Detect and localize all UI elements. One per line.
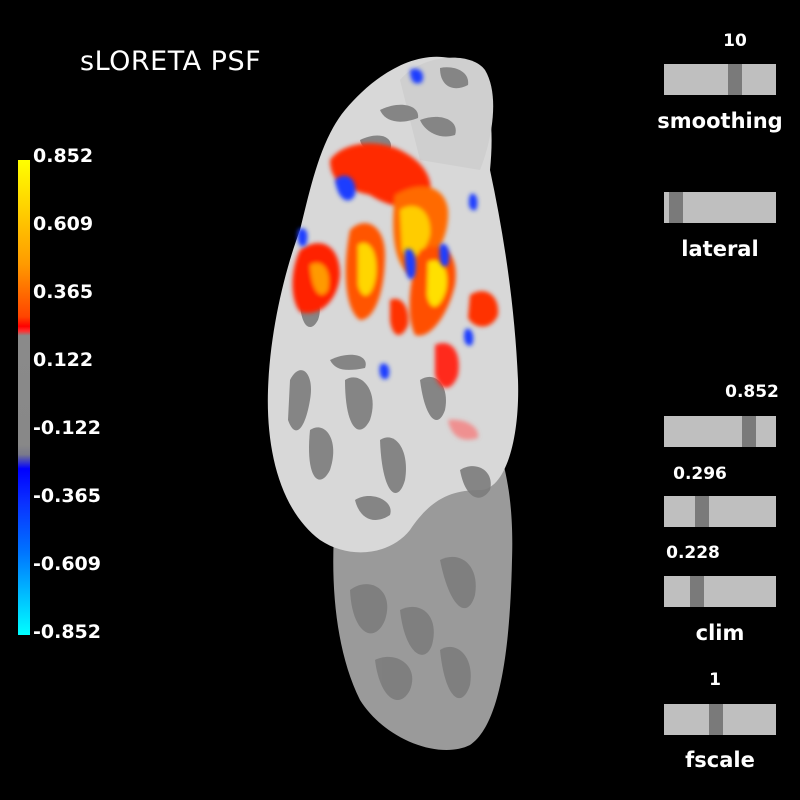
- activation-blob: [390, 298, 409, 336]
- colorbar-tick: 0.365: [33, 281, 94, 303]
- activation-blob: [310, 262, 329, 295]
- clim-mid-slider-handle[interactable]: [695, 496, 709, 527]
- colorbar: [18, 160, 30, 635]
- colorbar-tick: 0.609: [33, 213, 94, 235]
- smoothing-value: 10: [723, 31, 747, 51]
- clim-label: clim: [695, 621, 745, 645]
- smoothing-slider-handle[interactable]: [728, 64, 742, 95]
- plot-title: sLORETA PSF: [80, 46, 262, 77]
- clim-min-value: 0.228: [666, 543, 720, 563]
- colorbar-tick: -0.122: [33, 417, 101, 439]
- fscale-slider-track[interactable]: [664, 704, 776, 735]
- smoothing-slider-track[interactable]: [664, 64, 776, 95]
- lateral-slider-handle[interactable]: [669, 192, 683, 223]
- fscale-value: 1: [709, 670, 721, 690]
- clim-min-slider-track[interactable]: [664, 576, 776, 607]
- activation-blob-negative: [439, 243, 450, 267]
- activation-blob-negative: [410, 68, 424, 84]
- clim-max-value: 0.852: [725, 382, 779, 402]
- colorbar-tick: -0.609: [33, 553, 101, 575]
- activation-blob-negative: [379, 363, 390, 380]
- activation-blob-negative: [463, 328, 474, 346]
- lateral-slider-track[interactable]: [664, 192, 776, 223]
- clim-min-slider-handle[interactable]: [690, 576, 704, 607]
- fscale-label: fscale: [685, 748, 755, 772]
- colorbar-tick: -0.365: [33, 485, 101, 507]
- activation-blob-negative: [297, 228, 308, 247]
- activation-blob: [400, 206, 431, 256]
- activation-blob: [358, 243, 377, 296]
- clim-max-slider-handle[interactable]: [742, 416, 756, 447]
- clim-mid-slider-track[interactable]: [664, 496, 776, 527]
- activation-blob-negative: [468, 193, 478, 211]
- colorbar-tick: 0.852: [33, 145, 94, 167]
- fscale-slider-handle[interactable]: [709, 704, 723, 735]
- clim-mid-value: 0.296: [673, 464, 727, 484]
- lateral-label: lateral: [681, 237, 759, 261]
- activation-blob-negative: [404, 248, 416, 280]
- brain-lobe-tip: [400, 57, 494, 170]
- activation-blob: [448, 419, 479, 440]
- colorbar-tick: -0.852: [33, 621, 101, 643]
- activation-blob: [468, 291, 499, 327]
- colorbar-tick: 0.122: [33, 349, 94, 371]
- activation-blob: [435, 343, 459, 388]
- activation-blob: [427, 260, 447, 307]
- activation-blob-negative: [335, 175, 356, 201]
- clim-max-slider-track[interactable]: [664, 416, 776, 447]
- smoothing-label: smoothing: [657, 109, 783, 133]
